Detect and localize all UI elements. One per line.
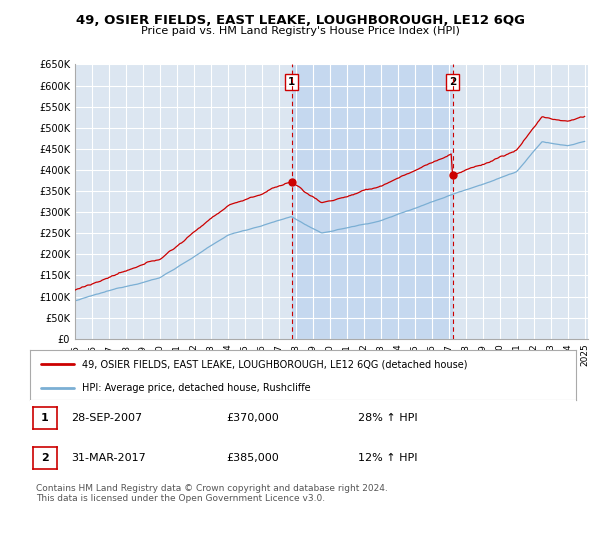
Text: 2: 2: [449, 77, 457, 87]
Text: Price paid vs. HM Land Registry's House Price Index (HPI): Price paid vs. HM Land Registry's House …: [140, 26, 460, 36]
Text: Contains HM Land Registry data © Crown copyright and database right 2024.
This d: Contains HM Land Registry data © Crown c…: [36, 484, 388, 503]
Text: £385,000: £385,000: [227, 453, 280, 463]
Text: 1: 1: [288, 77, 295, 87]
Text: 28% ↑ HPI: 28% ↑ HPI: [358, 413, 417, 423]
Text: 1: 1: [41, 413, 49, 423]
Text: 49, OSIER FIELDS, EAST LEAKE, LOUGHBOROUGH, LE12 6QG (detached house): 49, OSIER FIELDS, EAST LEAKE, LOUGHBOROU…: [82, 359, 467, 369]
Text: 12% ↑ HPI: 12% ↑ HPI: [358, 453, 417, 463]
Text: HPI: Average price, detached house, Rushcliffe: HPI: Average price, detached house, Rush…: [82, 383, 310, 393]
Text: £370,000: £370,000: [227, 413, 280, 423]
Bar: [292, 64, 453, 339]
Text: 49, OSIER FIELDS, EAST LEAKE, LOUGHBOROUGH, LE12 6QG: 49, OSIER FIELDS, EAST LEAKE, LOUGHBOROU…: [76, 14, 524, 27]
Text: 2: 2: [41, 453, 49, 463]
Text: 28-SEP-2007: 28-SEP-2007: [71, 413, 142, 423]
Text: 31-MAR-2017: 31-MAR-2017: [71, 453, 146, 463]
